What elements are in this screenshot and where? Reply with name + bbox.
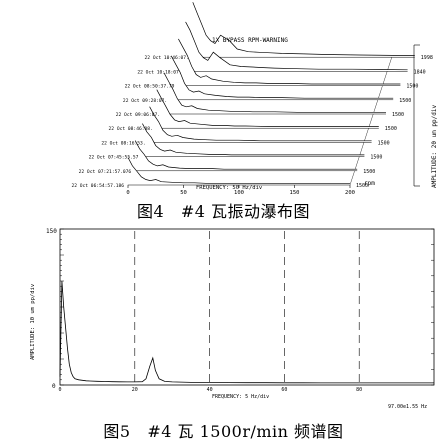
- waterfall-trace: [134, 140, 358, 170]
- figure-4-caption: 图4 #4 瓦振动瀑布图: [136, 202, 311, 221]
- waterfall-trace: [142, 123, 365, 156]
- waterfall-timestamp-label: 22 Oct 08:46:08.: [109, 126, 153, 132]
- waterfall-rpm-label: 1500: [385, 126, 397, 132]
- spectrum-x-tick-label: 60: [281, 387, 287, 393]
- spectrum-right-ticks: [431, 228, 434, 386]
- figure-5-caption: 图5 #4 瓦 1500r/min 频谱图: [103, 422, 344, 441]
- waterfall-timestamp-label: 22 Oct 09:28:07.: [123, 98, 167, 104]
- waterfall-trace-mask: [164, 72, 386, 114]
- spectrum-line: [59, 280, 434, 384]
- waterfall-timestamp-label: 22 Oct 07:21:57.076: [79, 169, 132, 175]
- waterfall-x-tick-label: 0: [126, 190, 129, 196]
- spectrum-x-tick-label: 0: [58, 387, 61, 393]
- waterfall-y-label: AMPLITUDE: 20 um pp/div: [431, 105, 438, 188]
- spectrum-plot-frame: [59, 228, 435, 386]
- waterfall-right-edge: [349, 57, 392, 186]
- spectrum-x-tick-labels: 0 20 40 60 80: [58, 387, 362, 393]
- waterfall-trace-mask: [135, 140, 358, 171]
- waterfall-timestamp-labels: 22 Oct 10:46:07. 22 Oct 10:18:07. 22 Oct 0…: [71, 55, 188, 189]
- waterfall-trace-mask: [192, 2, 415, 58]
- waterfall-trace-mask: [156, 89, 379, 129]
- spectrum-grid: [134, 231, 360, 385]
- waterfall-timestamp-label: 22 Oct 09:06:07.: [116, 112, 160, 118]
- waterfall-x-axis: 0 50 100 150 200: [126, 185, 355, 196]
- waterfall-trace-mask: [178, 38, 401, 86]
- waterfall-rpm-unit: rpm: [364, 180, 375, 187]
- waterfall-trace: [149, 106, 372, 142]
- waterfall-trace-mask: [128, 157, 350, 185]
- waterfall-trace: [156, 89, 379, 127]
- waterfall-x-tick-label: 200: [345, 190, 355, 196]
- waterfall-trace: [178, 38, 401, 85]
- waterfall-trace-mask: [142, 123, 365, 157]
- spectrum-chart: 0 20 40 60 80 150 0 AMPLITUDE: 10 um pp/div …: [30, 228, 435, 410]
- waterfall-trace: [185, 21, 408, 71]
- waterfall-x-tick-label: 100: [234, 190, 244, 196]
- spectrum-x-label: FREQUENCY: 5 Hz/div: [212, 394, 269, 400]
- waterfall-timestamp-label: 22 Oct 07:45:55.57: [89, 155, 139, 161]
- waterfall-x-tick-label: 150: [290, 190, 300, 196]
- waterfall-trace-mask: [149, 106, 372, 143]
- spectrum-x-tick-label: 40: [207, 387, 213, 393]
- waterfall-rpm-label: 1500: [356, 183, 368, 189]
- waterfall-rpm-label: 1500: [370, 155, 382, 161]
- waterfall-timestamp-label: 22 Oct 10:18:07.: [137, 69, 181, 75]
- waterfall-trace-mask: [171, 55, 394, 100]
- waterfall-chart: 22 Oct 10:46:07. 22 Oct 10:18:07. 22 Oct 0…: [71, 2, 438, 196]
- spectrum-y-tick-bottom: 0: [52, 383, 56, 390]
- waterfall-rpm-label: 1840: [414, 69, 426, 75]
- waterfall-y-axis: [413, 44, 420, 187]
- spectrum-footer-right: 97.00e1.55 Hz: [388, 404, 427, 410]
- waterfall-x-label: FREQUENCY: 50 Hz/div: [196, 185, 263, 191]
- waterfall-trace: [163, 72, 386, 113]
- waterfall-rpm-labels: 1998 1840 1500 1500 1500 1500 1500 1500 1500 1500: [356, 55, 433, 189]
- waterfall-rpm-label: 1500: [399, 98, 411, 104]
- waterfall-trace: [170, 55, 394, 99]
- waterfall-rpm-label: 1500: [378, 140, 390, 146]
- spectrum-y-label: AMPLITUDE: 10 um pp/div: [30, 283, 36, 360]
- waterfall-trace-mask: [185, 21, 408, 72]
- waterfall-timestamp-label: 22 Oct 06:54:57.186: [71, 183, 124, 189]
- waterfall-trace: [192, 2, 415, 56]
- spectrum-y-tick-top: 150: [46, 228, 57, 235]
- waterfall-timestamp-label: 22 Oct 10:46:07.: [145, 55, 189, 61]
- waterfall-timestamp-label: 22 Oct 08:50:37.79: [125, 84, 175, 90]
- waterfall-x-tick-label: 50: [180, 190, 187, 196]
- waterfall-timestamp-label: 22 Oct 08:16:53.: [101, 140, 145, 146]
- waterfall-traces: [127, 2, 415, 186]
- waterfall-annotation: 1X BYPASS RPM-WARNING: [212, 37, 288, 44]
- spectrum-x-tick-label: 80: [356, 387, 362, 393]
- waterfall-trace: [127, 157, 350, 184]
- waterfall-rpm-label: 1500: [392, 112, 404, 118]
- spectrum-x-tick-label: 20: [132, 387, 138, 393]
- waterfall-rpm-label: 1500: [406, 84, 418, 90]
- waterfall-rpm-label: 1998: [421, 55, 433, 61]
- waterfall-rpm-label: 1500: [363, 169, 375, 175]
